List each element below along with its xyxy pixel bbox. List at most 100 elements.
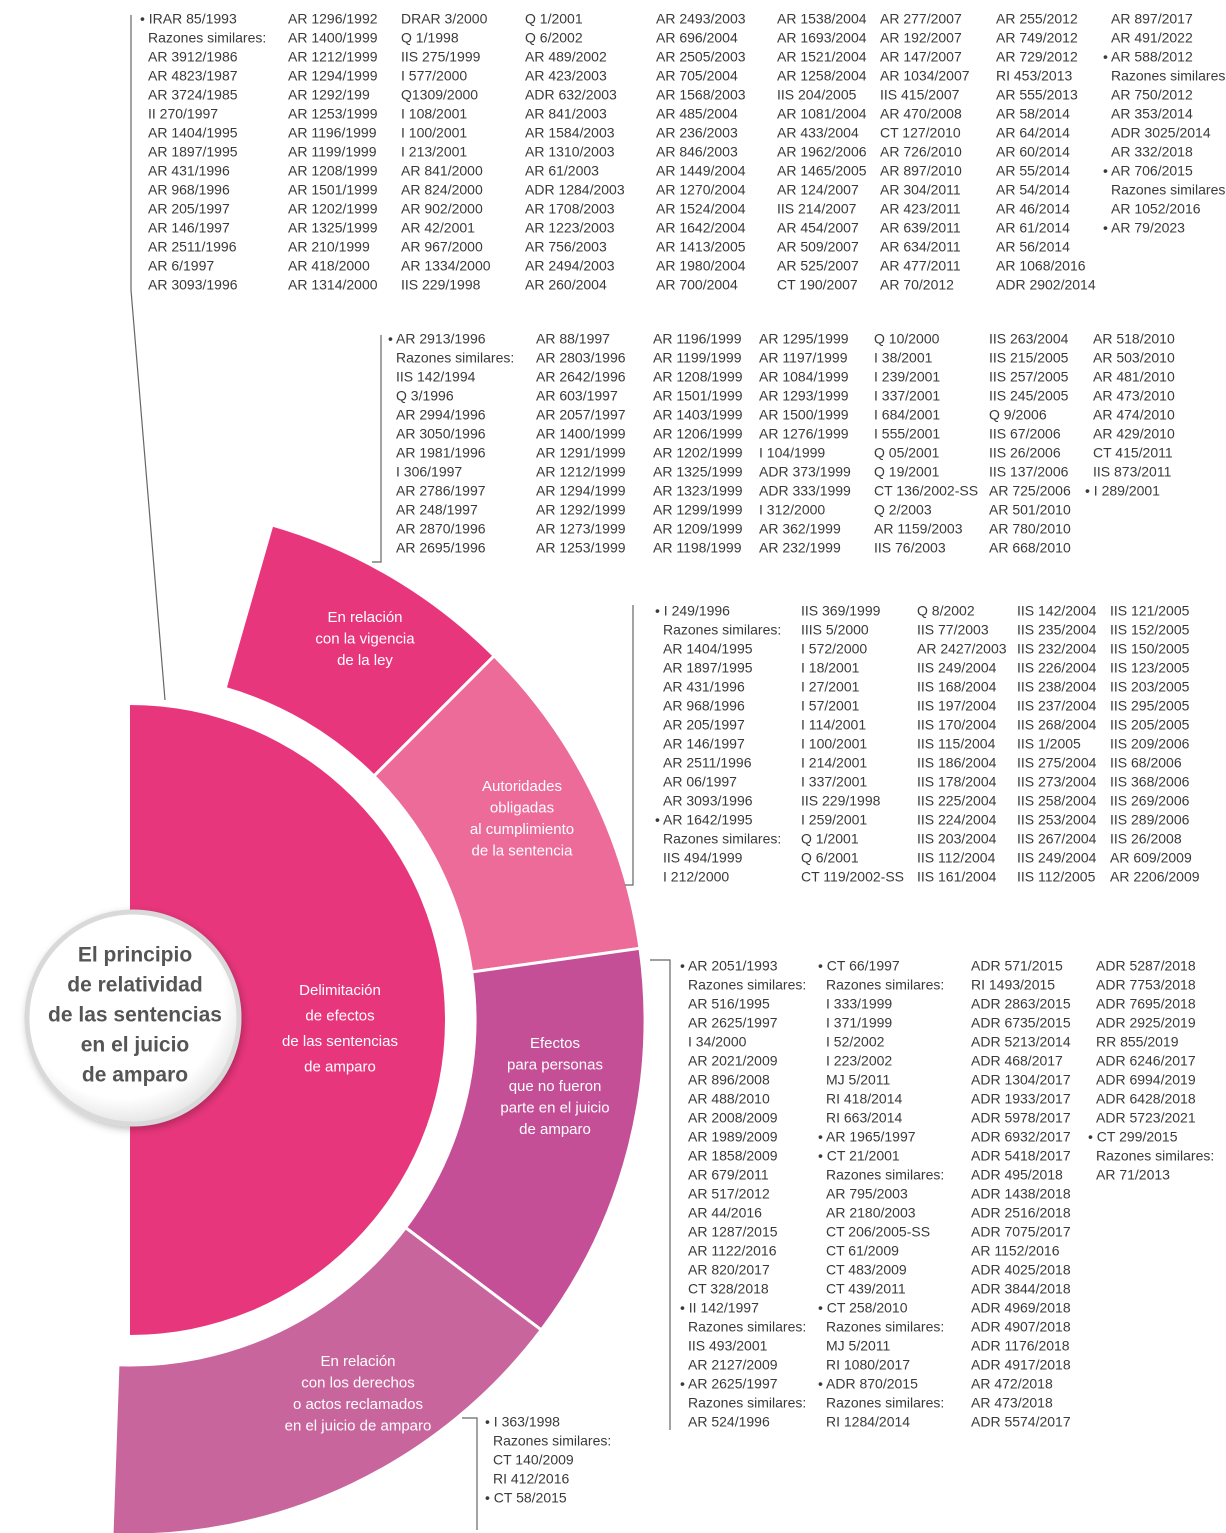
citation: IIS 226/2004 [1017,660,1097,676]
citation: AR 2127/2009 [688,1357,778,1373]
citation: AR 750/2012 [1111,87,1193,103]
citation: IIS 150/2005 [1110,641,1190,657]
citation: AR 696/2004 [656,30,738,46]
citation: I 100/2001 [401,125,467,141]
citation: AR 1223/2003 [525,220,615,236]
citation: AR 1206/1999 [653,426,743,442]
center-title: en el juicio [81,1034,190,1057]
citation: AR 64/2014 [996,125,1070,141]
citation: AR 491/2022 [1111,30,1193,46]
citation: • IRAR 85/1993 [140,11,237,27]
citation: Razones similares: [826,1319,944,1335]
citation: IIS 257/2005 [989,369,1069,385]
citation: AR 61/2003 [525,163,599,179]
citation: AR 473/2018 [971,1395,1053,1411]
citation: RI 663/2014 [826,1110,902,1126]
citation: ADR 3025/2014 [1111,125,1211,141]
center-title: El principio [78,944,192,967]
citation: AR 423/2011 [880,201,961,217]
citation: AR 1273/1999 [536,521,626,537]
citation: • AR 2913/1996 [388,331,486,347]
citation: Razones similares: [1111,68,1226,84]
citation: AR 2206/2009 [1110,869,1200,885]
citation: AR 1296/1992 [288,11,378,27]
citation: ADR 468/2017 [971,1053,1063,1069]
inner-half-disk [130,705,445,1335]
citation: IIS 295/2005 [1110,698,1190,714]
citation: CT 119/2002-SS [801,869,904,885]
citation: AR 501/2010 [989,502,1071,518]
citation: • AR 2625/1997 [680,1376,778,1392]
citation: AR 42/2001 [401,220,475,236]
citation: AR 725/2006 [989,483,1071,499]
citation: Q 1/1998 [401,30,459,46]
citation: I 337/2001 [801,774,867,790]
citation: AR 1253/1999 [536,540,626,556]
center-title: de las sentencias [48,1004,222,1027]
citation: AR 56/2014 [996,239,1070,255]
citation: IIS 267/2004 [1017,831,1097,847]
citation: • CT 258/2010 [818,1300,908,1316]
citation: I 684/2001 [874,407,940,423]
citation: AR 1295/1999 [759,331,849,347]
citation: AR 503/2010 [1093,350,1175,366]
citation: IIS 275/2004 [1017,755,1097,771]
citation: ADR 7753/2018 [1096,977,1196,993]
citation: IIS 142/2004 [1017,603,1097,619]
citation: AR 679/2011 [688,1167,769,1183]
citation: IIS 273/2004 [1017,774,1097,790]
citation: AR 474/2010 [1093,407,1175,423]
citation: AR 1034/2007 [880,68,970,84]
citation: I 104/1999 [759,445,825,461]
citation: AR 1294/1999 [536,483,626,499]
citation: Q1309/2000 [401,87,478,103]
citation: AR 433/2004 [777,125,859,141]
citation: RI 412/2016 [493,1471,569,1487]
citation: Razones similares: [688,1395,806,1411]
citation: AR 2021/2009 [688,1053,778,1069]
citation: IIS 245/2005 [989,388,1069,404]
citation: ADR 6428/2018 [1096,1091,1196,1107]
citation: AR 353/2014 [1111,106,1193,122]
citation: IIS 225/2004 [917,793,997,809]
segment [110,1225,544,1533]
citation: IIS 112/2005 [1017,869,1096,885]
citation: IIS 269/2006 [1110,793,1190,809]
citation: AR 2427/2003 [917,641,1007,657]
citation: ADR 373/1999 [759,464,851,480]
citation: AR 3724/1985 [148,87,238,103]
citation: I 38/2001 [874,350,933,366]
citation: AR 454/2007 [777,220,859,236]
citation: AR 1052/2016 [1111,201,1201,217]
citation: ADR 7075/2017 [971,1224,1071,1240]
citation: • AR 2051/1993 [680,958,778,974]
citation: IIS 203/2005 [1110,679,1190,695]
citation: AR 1291/1999 [536,445,626,461]
citation: Razones similares: [148,30,266,46]
citation: AR 470/2008 [880,106,962,122]
citation: AR 481/2010 [1093,369,1175,385]
citation: AR 1980/2004 [656,258,746,274]
connector [625,605,634,886]
citation: AR 431/1996 [148,163,230,179]
citation: AR 210/1999 [288,239,370,255]
citation: AR 1897/1995 [148,144,238,160]
citation: AR 968/1996 [148,182,230,198]
citation: CT 61/2009 [826,1243,899,1259]
citation: I 34/2000 [688,1034,747,1050]
citation: AR 1981/1996 [396,445,486,461]
citation: AR 1521/2004 [777,49,867,65]
citation: AR 304/2011 [880,182,961,198]
citation: IIS 123/2005 [1110,660,1190,676]
citation: AR 124/2007 [777,182,859,198]
citation: AR 1197/1999 [759,350,848,366]
citation: I 371/1999 [826,1015,892,1031]
segment-label: con la vigencia [315,630,415,647]
citation: AR 1159/2003 [874,521,963,537]
citation: I 337/2001 [874,388,940,404]
citation: AR 749/2012 [996,30,1078,46]
citation: AR 1325/1999 [288,220,378,236]
citation: AR 260/2004 [525,277,607,293]
citation: CT 127/2010 [880,125,961,141]
segment-label: En relación [327,609,402,626]
